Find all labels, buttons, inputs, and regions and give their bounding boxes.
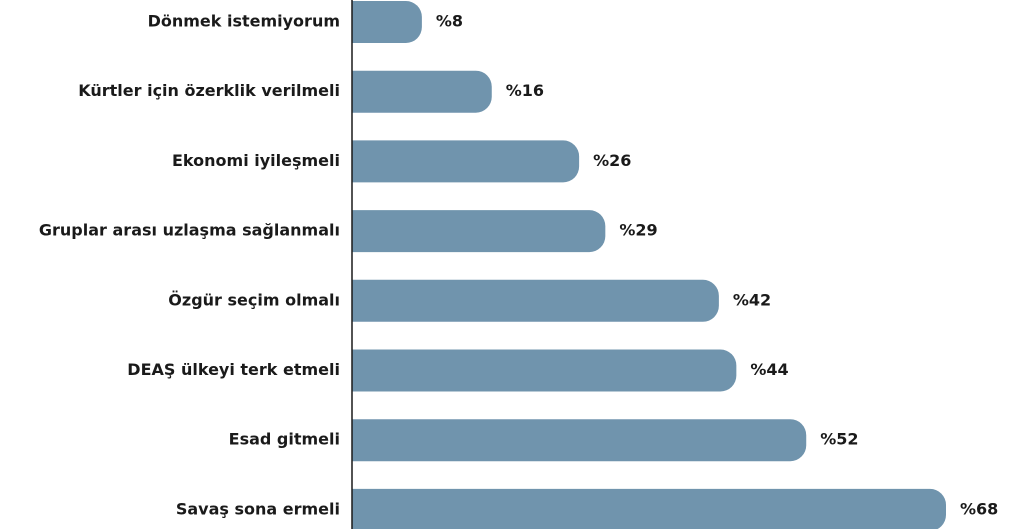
value-label: %52 bbox=[820, 430, 858, 449]
value-label: %68 bbox=[960, 499, 998, 518]
category-label: Gruplar arası uzlaşma sağlanmalı bbox=[39, 221, 340, 240]
bar bbox=[352, 349, 737, 392]
category-label: DEAŞ ülkeyi terk etmeli bbox=[127, 360, 340, 379]
bar bbox=[352, 140, 580, 183]
bar bbox=[352, 70, 492, 113]
category-label: Ekonomi iyileşmeli bbox=[172, 151, 340, 170]
value-label: %44 bbox=[750, 360, 788, 379]
value-label: %16 bbox=[506, 81, 544, 100]
bar bbox=[352, 419, 807, 462]
value-label: %29 bbox=[619, 221, 657, 240]
category-label: Dönmek istemiyorum bbox=[148, 12, 340, 31]
category-label: Savaş sona ermeli bbox=[176, 499, 340, 518]
category-label: Esad gitmeli bbox=[229, 430, 340, 449]
bar bbox=[352, 488, 946, 529]
category-label: Özgür seçim olmalı bbox=[168, 290, 340, 309]
bar bbox=[352, 279, 719, 322]
category-label: Kürtler için özerklik verilmeli bbox=[78, 81, 340, 100]
value-label: %26 bbox=[593, 151, 631, 170]
bar bbox=[352, 210, 606, 253]
value-label: %8 bbox=[436, 12, 463, 31]
bar bbox=[352, 1, 422, 43]
value-label: %42 bbox=[733, 290, 771, 309]
